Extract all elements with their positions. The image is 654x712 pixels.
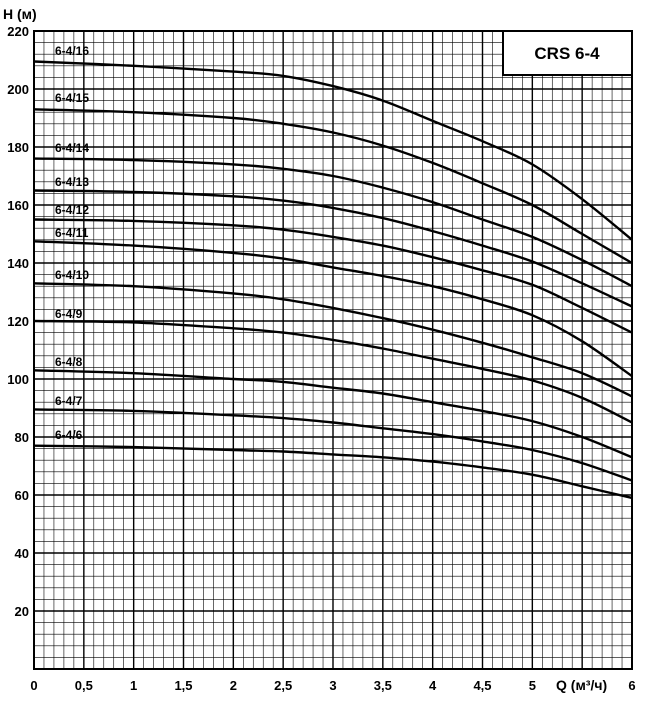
series-label: 6-4/11 — [55, 226, 89, 240]
series-label: 6-4/16 — [55, 44, 89, 58]
y-tick-label: 160 — [7, 198, 29, 213]
x-tick-label: 2,5 — [274, 678, 292, 693]
y-axis-label: H (м) — [3, 6, 37, 22]
series-label: 6-4/14 — [55, 141, 89, 155]
series-curve — [33, 408, 633, 482]
plot-frame — [33, 30, 633, 670]
series-lines — [33, 60, 633, 500]
y-tick-label: 100 — [7, 372, 29, 387]
series-label: 6-4/15 — [55, 91, 89, 105]
x-tick-label: 5 — [529, 678, 536, 693]
series-labels: 6-4/16 6-4/15 6-4/14 6-4/13 6-4/12 6-4/11 6-4/… — [55, 44, 89, 442]
x-axis-label: Q (м³/ч) — [556, 677, 607, 693]
x-tick-label: 4,5 — [473, 678, 491, 693]
chart-title: CRS 6-4 — [534, 44, 600, 63]
series-label: 6-4/12 — [55, 203, 89, 217]
x-tick-label: 3,5 — [374, 678, 392, 693]
series-curve — [33, 319, 633, 424]
series-curve — [33, 240, 633, 378]
series-curve — [33, 444, 633, 500]
title-box — [502, 30, 633, 76]
x-tick-label: 1,5 — [174, 678, 192, 693]
series-label: 6-4/6 — [55, 428, 83, 442]
y-tick-label: 220 — [7, 24, 29, 39]
series-curve — [33, 60, 633, 241]
x-tick-label: 1 — [130, 678, 137, 693]
y-tick-label: 80 — [15, 430, 29, 445]
series-curve — [33, 157, 633, 288]
series-label: 6-4/9 — [55, 307, 83, 321]
series-label: 6-4/13 — [55, 175, 89, 189]
y-tick-label: 60 — [15, 488, 29, 503]
major-grid — [33, 30, 633, 670]
y-tick-label: 20 — [15, 604, 29, 619]
x-tick-label: 4 — [429, 678, 437, 693]
x-tick-label: 0 — [30, 678, 37, 693]
x-tick-label: 2 — [230, 678, 237, 693]
series-curve — [33, 218, 633, 334]
tick-labels: 0 0,5 1 1,5 2 2,5 3 3,5 4 4,5 5 6 20 40 60 80 100 120 140 1… — [7, 24, 635, 693]
x-tick-label: 3 — [329, 678, 336, 693]
series-curve — [33, 108, 633, 265]
series-label: 6-4/10 — [55, 268, 89, 282]
y-tick-label: 200 — [7, 82, 29, 97]
y-tick-label: 180 — [7, 140, 29, 155]
x-tick-label: 0,5 — [75, 678, 93, 693]
x-tick-label: 6 — [628, 678, 635, 693]
series-curve — [33, 282, 633, 398]
series-curve — [33, 189, 633, 308]
x-axis-label-bg — [554, 672, 611, 694]
series-label: 6-4/8 — [55, 355, 83, 369]
y-tick-label: 140 — [7, 256, 29, 271]
series-curve — [33, 369, 633, 459]
y-tick-label: 120 — [7, 314, 29, 329]
series-label: 6-4/7 — [55, 394, 83, 408]
y-tick-label: 40 — [15, 546, 29, 561]
